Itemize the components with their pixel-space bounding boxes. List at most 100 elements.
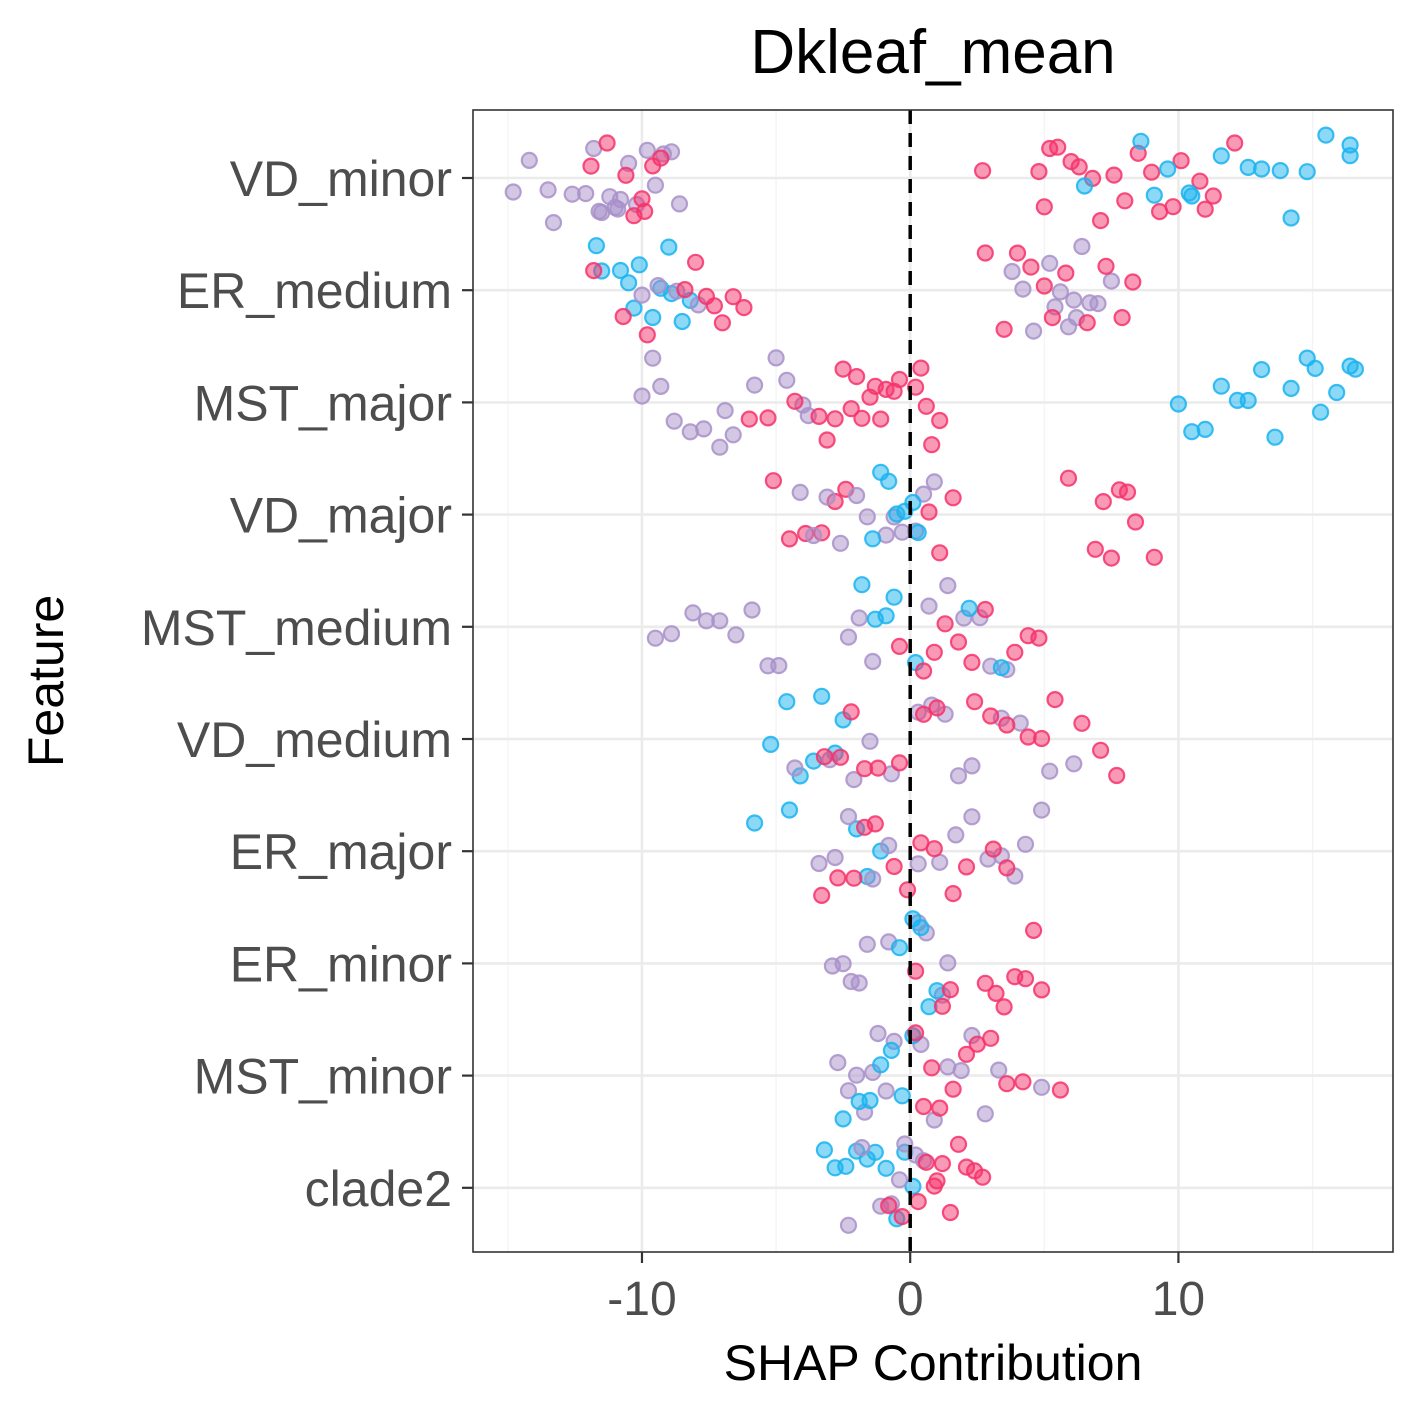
data-point xyxy=(1180,184,1198,202)
data-point xyxy=(850,974,868,992)
data-point xyxy=(1032,729,1051,748)
data-point xyxy=(963,653,981,672)
data-point xyxy=(810,854,828,873)
data-point xyxy=(1024,322,1043,340)
data-point xyxy=(914,705,933,723)
data-point xyxy=(944,884,962,903)
data-point xyxy=(636,202,654,220)
data-point xyxy=(1142,163,1161,181)
data-point xyxy=(638,326,656,344)
y-tick-label: MST_major xyxy=(194,375,452,431)
data-point xyxy=(872,410,890,428)
data-point xyxy=(815,1141,834,1159)
data-point xyxy=(1145,186,1163,204)
data-point xyxy=(810,407,828,425)
data-point xyxy=(630,256,648,274)
data-point xyxy=(912,359,930,377)
data-point xyxy=(831,534,850,552)
data-point xyxy=(764,472,783,490)
data-point xyxy=(652,377,670,395)
data-point xyxy=(1341,136,1359,154)
data-point xyxy=(976,974,994,992)
data-point xyxy=(1145,548,1163,566)
data-point xyxy=(949,1135,968,1153)
data-point xyxy=(1132,132,1150,150)
data-point xyxy=(660,238,678,256)
data-point xyxy=(998,859,1016,877)
y-tick-label: ER_medium xyxy=(177,263,452,319)
data-point xyxy=(850,609,868,627)
x-tick-label: -10 xyxy=(607,1273,676,1326)
data-point xyxy=(1204,187,1222,205)
data-point xyxy=(834,360,852,378)
data-point xyxy=(949,633,968,651)
data-point xyxy=(931,1099,949,1117)
data-point xyxy=(1169,395,1188,413)
data-point xyxy=(652,149,670,167)
data-point xyxy=(670,195,689,213)
data-point xyxy=(770,656,788,675)
data-point xyxy=(1239,391,1257,410)
data-point xyxy=(957,1045,976,1063)
data-point xyxy=(998,1075,1016,1093)
data-point xyxy=(762,735,780,754)
data-point xyxy=(577,185,595,203)
data-point xyxy=(590,202,608,220)
data-point xyxy=(1032,801,1051,819)
data-point xyxy=(815,748,834,766)
data-point xyxy=(826,848,844,867)
data-point xyxy=(791,483,809,501)
points-layer xyxy=(504,126,1365,1234)
data-point xyxy=(619,274,638,292)
data-point xyxy=(853,1138,871,1157)
data-point xyxy=(933,1154,952,1173)
data-point xyxy=(740,410,758,428)
data-point xyxy=(880,1196,898,1215)
data-point xyxy=(585,262,603,280)
data-point xyxy=(925,840,943,858)
data-point xyxy=(847,368,866,386)
data-point xyxy=(842,400,860,418)
data-point xyxy=(963,757,981,775)
data-point xyxy=(998,716,1016,734)
data-point xyxy=(826,410,844,428)
data-point xyxy=(869,759,887,777)
data-point xyxy=(1065,755,1083,773)
data-point xyxy=(745,814,764,832)
y-tick-label: VD_minor xyxy=(230,151,452,207)
data-point xyxy=(995,998,1013,1016)
data-point xyxy=(928,1172,946,1190)
data-point xyxy=(1282,209,1300,227)
data-point xyxy=(1091,741,1110,759)
data-point xyxy=(759,409,777,427)
data-point xyxy=(644,349,662,367)
data-point xyxy=(858,935,876,953)
data-point xyxy=(544,214,563,232)
data-point xyxy=(928,699,946,717)
data-point xyxy=(877,1082,895,1100)
data-point xyxy=(1046,690,1064,709)
axis-layer: VD_minor ER_medium MST_major VD_major MST_me… xyxy=(141,151,1205,1326)
data-point xyxy=(1057,264,1075,282)
data-point xyxy=(982,1029,1000,1047)
data-point xyxy=(1226,134,1244,152)
data-point xyxy=(872,1056,890,1074)
data-point xyxy=(976,244,994,262)
data-point xyxy=(1252,160,1271,178)
data-point xyxy=(847,486,866,505)
data-point xyxy=(904,493,922,512)
data-point xyxy=(1073,237,1091,256)
data-point xyxy=(834,1110,852,1128)
data-point xyxy=(711,612,729,630)
data-point xyxy=(1212,377,1230,395)
data-point xyxy=(1032,981,1051,999)
data-point xyxy=(539,181,557,199)
data-point xyxy=(941,981,960,999)
data-point xyxy=(1086,540,1104,558)
data-point xyxy=(976,1105,994,1123)
data-point xyxy=(638,141,656,159)
y-tick-label: ER_minor xyxy=(230,936,452,992)
data-point xyxy=(925,473,943,491)
